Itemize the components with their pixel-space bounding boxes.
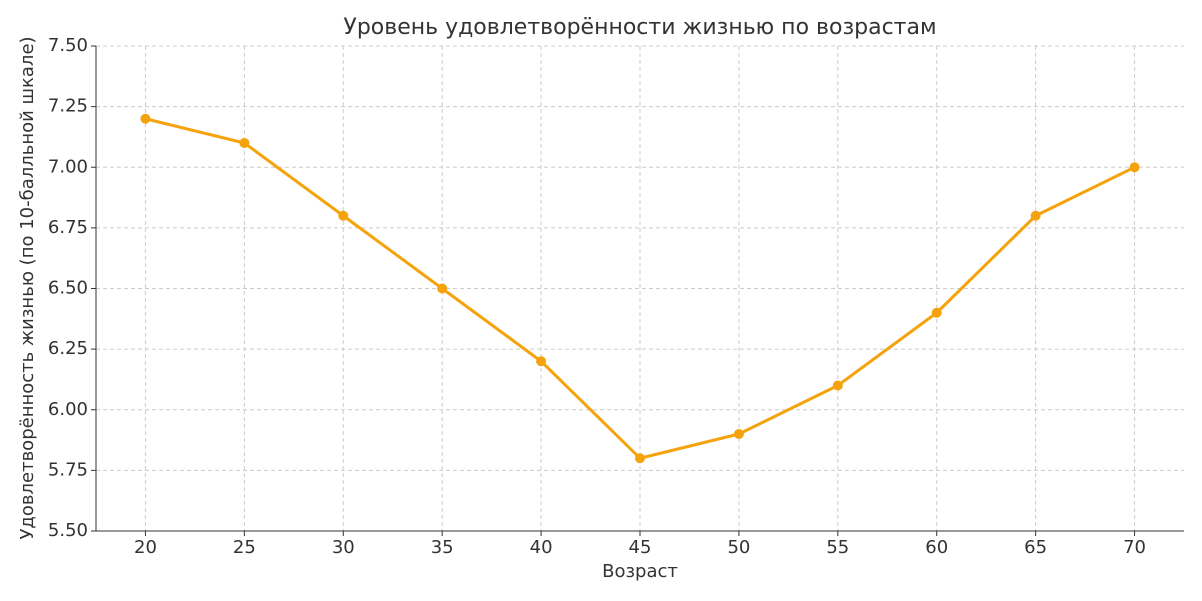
x-tick-label: 50 <box>727 537 750 558</box>
data-point <box>338 210 349 221</box>
y-tick-label: 6.25 <box>48 338 88 359</box>
y-tick-label: 6.50 <box>48 278 88 299</box>
x-tick-label: 55 <box>826 537 849 558</box>
y-tick-label: 5.75 <box>48 459 88 480</box>
x-tick-label: 45 <box>629 537 652 558</box>
y-tick-label: 7.50 <box>48 35 88 56</box>
data-point <box>239 138 250 148</box>
x-tick-label: 30 <box>332 537 355 558</box>
y-tick-label: 7.00 <box>48 156 88 177</box>
y-tick-label: 7.25 <box>48 96 88 117</box>
data-point <box>832 380 843 391</box>
y-tick-label: 5.50 <box>48 520 88 541</box>
y-axis-label: Удовлетворённость жизнью (по 10-балльной… <box>17 36 38 539</box>
y-tick-label: 6.00 <box>48 399 88 420</box>
data-point <box>1129 162 1140 173</box>
x-tick-label: 70 <box>1123 537 1146 558</box>
data-point <box>140 113 151 124</box>
x-axis-label: Возраст <box>602 561 678 582</box>
data-point <box>733 429 744 439</box>
data-point <box>635 453 645 464</box>
x-tick-label: 65 <box>1024 537 1047 558</box>
data-point <box>437 283 448 294</box>
x-tick-label: 20 <box>134 537 157 558</box>
x-tick-label: 40 <box>530 537 553 558</box>
x-tick-label: 60 <box>925 537 948 558</box>
y-tick-label: 6.75 <box>48 217 88 238</box>
x-tick-label: 35 <box>431 537 454 558</box>
data-point <box>536 356 547 367</box>
data-point <box>931 307 942 318</box>
data-point <box>1030 210 1041 221</box>
chart-title: Уровень удовлетворённости жизнью по возр… <box>343 15 936 40</box>
x-tick-label: 25 <box>233 537 256 558</box>
